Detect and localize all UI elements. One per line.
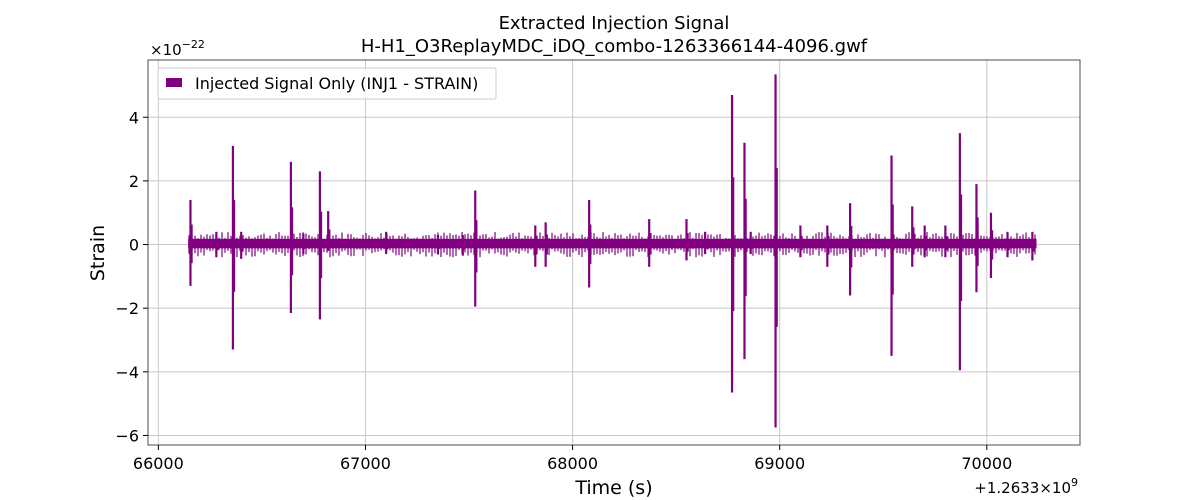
y-axis-label: Strain [87, 225, 109, 281]
legend-swatch [166, 78, 182, 87]
y-tick-label: −6 [115, 426, 139, 445]
y-tick-label: 2 [129, 172, 139, 191]
y-tick-label: 0 [129, 236, 139, 255]
x-offset-factor: +1.2633×109 [974, 476, 1078, 497]
y-scale-factor: ×10−22 [150, 38, 205, 59]
chart-subtitle: H-H1_O3ReplayMDC_iDQ_combo-1263366144-40… [361, 36, 868, 57]
x-tick-label: 70000 [961, 454, 1012, 473]
plot-frame [147, 59, 1081, 446]
x-tick-label: 67000 [340, 454, 391, 473]
y-tick-label: −2 [115, 299, 139, 318]
x-tick-label: 69000 [754, 454, 805, 473]
x-tick-label: 66000 [133, 454, 184, 473]
legend-box [157, 67, 497, 100]
chart-title: Extracted Injection Signal [499, 13, 730, 34]
legend-label: Injected Signal Only (INJ1 - STRAIN) [195, 74, 478, 93]
y-tick-label: 4 [129, 108, 139, 127]
x-tick-label: 68000 [547, 454, 598, 473]
x-axis: 66000 67000 68000 69000 70000 [133, 445, 1012, 473]
series-injected-signal [188, 74, 1037, 428]
x-axis-label: Time (s) [574, 477, 652, 499]
y-tick-label: −4 [115, 363, 139, 382]
y-axis: −6 −4 −2 0 2 4 [115, 108, 148, 445]
legend: Injected Signal Only (INJ1 - STRAIN) [157, 67, 497, 100]
